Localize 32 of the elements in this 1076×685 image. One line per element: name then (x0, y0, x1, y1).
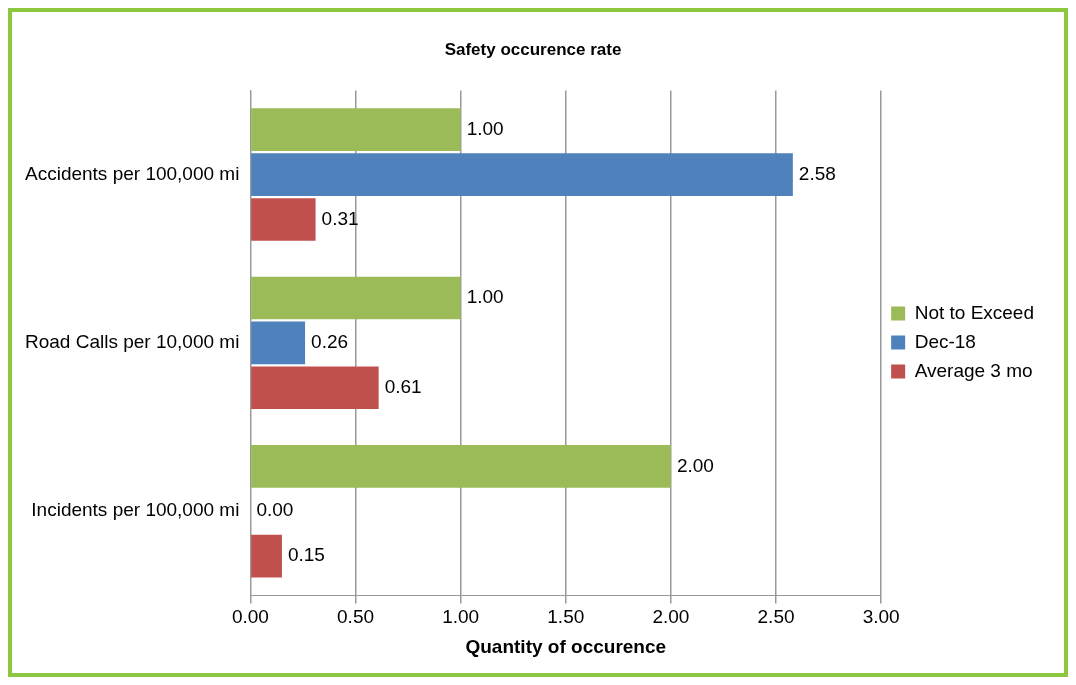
data-label: 1.00 (466, 286, 504, 308)
y-tick-label: Accidents per 100,000 mi (24, 162, 240, 184)
legend-label: Dec-18 (914, 330, 976, 352)
bar (251, 276, 461, 320)
legend-label: Not to Exceed (914, 301, 1034, 323)
data-label: 2.00 (676, 454, 714, 476)
data-label: 0.31 (321, 207, 359, 229)
data-label: 2.58 (798, 162, 836, 184)
legend-label: Average 3 mo (914, 359, 1033, 381)
x-tick-label: 2.50 (757, 606, 795, 628)
bar (251, 445, 671, 488)
chart-title: Safety occurence rate (444, 39, 622, 59)
bar (251, 534, 282, 578)
y-tick-label: Road Calls per 10,000 mi (25, 331, 240, 353)
data-label: 0.61 (384, 376, 422, 398)
data-label: 1.00 (466, 117, 504, 139)
x-tick-label: 0.00 (231, 606, 269, 628)
x-axis-title: Quantity of occurence (465, 635, 667, 657)
data-label: 0.26 (311, 331, 349, 353)
bar (251, 198, 316, 241)
data-label: 0.00 (256, 499, 294, 521)
x-tick-label: 2.00 (652, 606, 690, 628)
bar (251, 366, 379, 410)
bar (251, 321, 306, 365)
bar (251, 108, 461, 151)
x-tick-label: 3.00 (862, 606, 900, 628)
x-tick-label: 1.00 (442, 606, 480, 628)
y-tick-label: Incidents per 100,000 mi (31, 499, 240, 521)
bar (251, 153, 793, 196)
data-label: 0.15 (287, 544, 325, 566)
x-tick-label: 0.50 (337, 606, 375, 628)
x-tick-label: 1.50 (547, 606, 585, 628)
